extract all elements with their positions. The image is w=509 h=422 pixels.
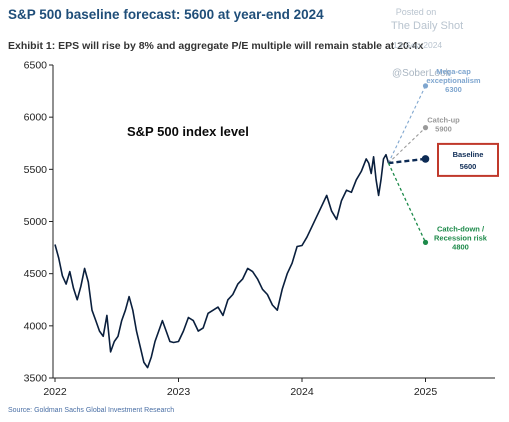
baseline-scenario-point (421, 155, 430, 163)
mega-cap-label: 6300 (445, 85, 462, 94)
mega-cap-label: Mega-cap (436, 67, 471, 76)
catch-up-label: 5900 (435, 125, 452, 134)
index-level-label: S&P 500 index level (127, 124, 249, 139)
chart-subtitle: Exhibit 1: EPS will rise by 8% and aggre… (8, 40, 424, 52)
mega-cap-scenario-point (422, 83, 429, 89)
catch-down-label: 4800 (452, 242, 469, 251)
chart-source: Source: Goldman Sachs Global Investment … (8, 407, 175, 414)
watermark-date: 13-Sep-2024 (393, 40, 443, 50)
y-tick-label: 4000 (24, 320, 48, 332)
catch-up-label: Catch-up (427, 116, 460, 125)
y-tick-label: 4500 (24, 268, 48, 280)
catch-down-label: Catch-down / (437, 224, 485, 233)
y-tick-label: 5500 (24, 164, 48, 176)
catch-up-scenario-line (388, 127, 426, 164)
watermark-handle: @SoberLook (392, 68, 451, 79)
catch-down-scenario-point (422, 239, 429, 245)
mega-cap-label: exceptionalism (426, 76, 481, 85)
mega-cap-scenario-line (387, 85, 426, 164)
catch-up-scenario-point (422, 125, 429, 131)
catch-down-label: Recession risk (434, 233, 488, 242)
x-tick-label: 2024 (290, 386, 314, 398)
watermark-posted-on: Posted on (395, 7, 437, 17)
baseline-box (437, 142, 499, 177)
x-tick-label: 2025 (414, 386, 438, 398)
x-tick-label: 2022 (43, 386, 67, 398)
y-tick-label: 6500 (24, 60, 48, 72)
watermark-publication: The Daily Shot (391, 20, 464, 32)
chart-title: S&P 500 baseline forecast: 5600 at year-… (8, 7, 324, 22)
baseline-label: 5600 (460, 162, 477, 171)
sp500-series-line (54, 153, 390, 369)
catch-down-scenario-line (387, 162, 427, 243)
y-tick-label: 6000 (24, 112, 48, 124)
y-tick-label: 5000 (24, 216, 48, 228)
x-tick-label: 2023 (167, 386, 191, 398)
baseline-label: Baseline (453, 150, 484, 159)
y-tick-label: 3500 (24, 373, 48, 385)
baseline-scenario-line (388, 157, 426, 165)
